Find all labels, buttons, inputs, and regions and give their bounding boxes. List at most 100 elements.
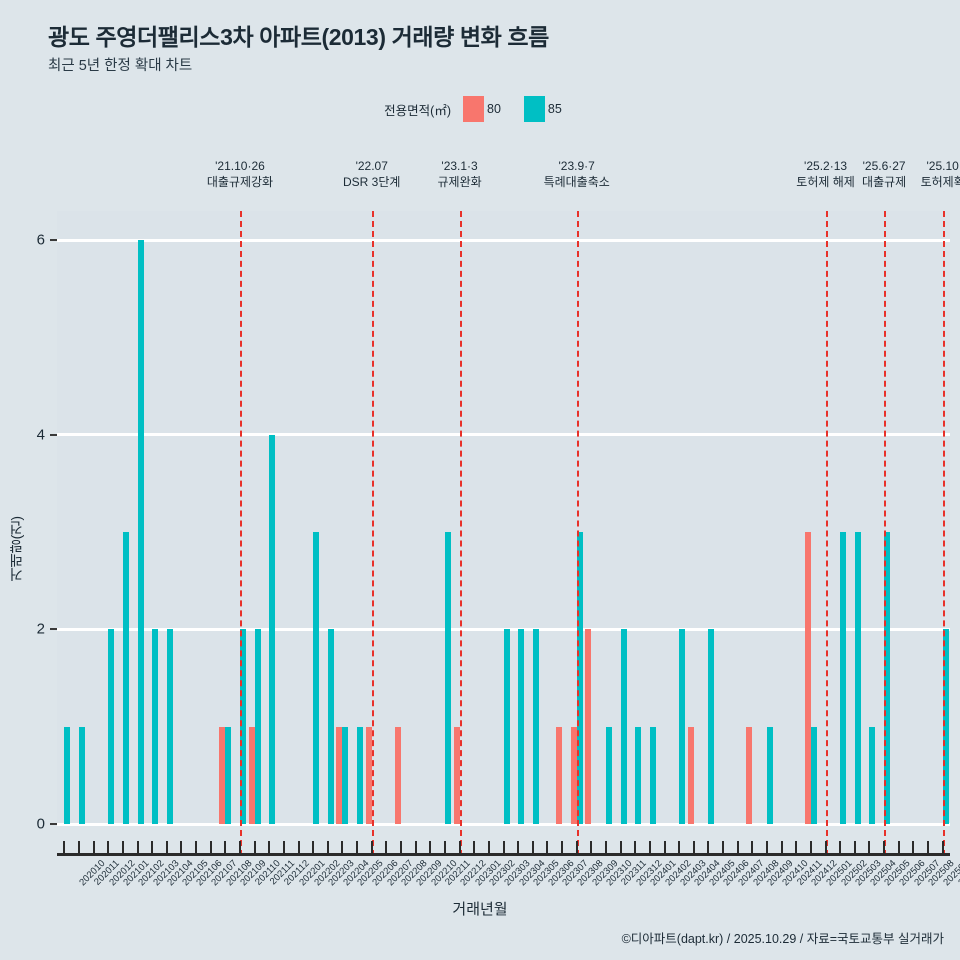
bar[interactable] bbox=[108, 629, 115, 824]
chart-title: 광도 주영더팰리스3차 아파트(2013) 거래량 변화 흐름 bbox=[48, 24, 549, 50]
bar[interactable] bbox=[854, 532, 861, 824]
x-tick-mark bbox=[883, 841, 886, 854]
legend-item-85[interactable]: 85 bbox=[523, 96, 576, 122]
bar[interactable] bbox=[269, 434, 276, 824]
bar[interactable] bbox=[708, 629, 715, 824]
y-tick-mark bbox=[50, 239, 57, 242]
bar[interactable] bbox=[219, 726, 226, 824]
bar[interactable] bbox=[884, 532, 891, 824]
bar[interactable] bbox=[365, 726, 372, 824]
bar[interactable] bbox=[620, 629, 627, 824]
bar[interactable] bbox=[585, 629, 592, 824]
bar[interactable] bbox=[453, 726, 460, 824]
x-tick-mark bbox=[853, 841, 856, 854]
bar[interactable] bbox=[395, 726, 402, 824]
legend: 전용면적(㎡) 80 85 bbox=[0, 96, 960, 122]
bar[interactable] bbox=[804, 532, 811, 824]
x-tick-mark bbox=[224, 841, 227, 854]
bar[interactable] bbox=[556, 726, 563, 824]
x-tick-mark bbox=[692, 841, 695, 854]
bar[interactable] bbox=[336, 726, 343, 824]
bar[interactable] bbox=[248, 726, 255, 824]
x-tick-mark bbox=[238, 841, 241, 854]
legend-item-80[interactable]: 80 bbox=[463, 96, 515, 122]
annotation-date: '25.10 bbox=[926, 159, 959, 173]
annotation-text: 특례대출축소 bbox=[543, 175, 610, 189]
gridline bbox=[57, 822, 950, 826]
bar[interactable] bbox=[570, 726, 577, 824]
x-tick-mark bbox=[678, 841, 681, 854]
bar[interactable] bbox=[225, 726, 232, 824]
plot-area bbox=[57, 211, 950, 826]
x-tick-mark bbox=[575, 841, 578, 854]
annotation-line bbox=[371, 211, 374, 856]
bar[interactable] bbox=[313, 532, 320, 824]
bar[interactable] bbox=[78, 726, 85, 824]
bar[interactable] bbox=[869, 726, 876, 824]
x-tick-mark bbox=[414, 841, 417, 854]
bar[interactable] bbox=[239, 629, 246, 824]
bar[interactable] bbox=[679, 629, 686, 824]
x-axis-line bbox=[57, 853, 950, 856]
x-tick-mark bbox=[517, 841, 520, 854]
bar[interactable] bbox=[767, 726, 773, 824]
y-axis-title: 거래량(건) bbox=[8, 516, 24, 582]
bar[interactable] bbox=[503, 629, 510, 824]
bar[interactable] bbox=[532, 629, 539, 824]
x-tick-mark bbox=[209, 841, 212, 854]
annotation-date: '25.6·27 bbox=[862, 159, 906, 173]
x-tick-mark bbox=[92, 841, 95, 854]
bar[interactable] bbox=[342, 726, 349, 824]
legend-label-80: 80 bbox=[487, 102, 501, 116]
x-tick-mark bbox=[77, 841, 80, 854]
x-tick-mark bbox=[165, 841, 168, 854]
annotation-line bbox=[576, 211, 579, 856]
footer-credit: ©디아파트(dapt.kr) / 2025.10.29 / 자료=국토교통부 실… bbox=[621, 932, 944, 946]
bar[interactable] bbox=[687, 726, 694, 824]
x-tick-mark bbox=[619, 841, 622, 854]
bar[interactable] bbox=[810, 726, 817, 824]
bar[interactable] bbox=[840, 532, 847, 824]
y-tick-label: 0 bbox=[36, 815, 45, 833]
bar[interactable] bbox=[746, 726, 753, 824]
bar[interactable] bbox=[942, 629, 949, 824]
x-tick-mark bbox=[736, 841, 739, 854]
legend-swatch-80 bbox=[463, 96, 484, 122]
annotation-line bbox=[239, 211, 242, 856]
bar[interactable] bbox=[64, 726, 71, 824]
bar[interactable] bbox=[122, 532, 129, 824]
legend-swatch-85 bbox=[523, 96, 545, 122]
bar[interactable] bbox=[444, 532, 451, 824]
bar[interactable] bbox=[518, 629, 525, 824]
x-tick-mark bbox=[648, 841, 651, 854]
bar[interactable] bbox=[605, 726, 612, 824]
bar[interactable] bbox=[254, 629, 261, 824]
annotation-date: '22.07 bbox=[355, 159, 388, 173]
bar[interactable] bbox=[357, 726, 364, 824]
x-tick-mark bbox=[897, 841, 900, 854]
y-tick-mark bbox=[50, 628, 57, 631]
x-tick-mark bbox=[590, 841, 593, 854]
x-tick-mark bbox=[634, 841, 637, 854]
annotation-label: '25.2·13 토허제 해제 bbox=[796, 158, 855, 190]
legend-label-85: 85 bbox=[547, 102, 562, 116]
bar[interactable] bbox=[152, 629, 159, 824]
bar[interactable] bbox=[649, 726, 656, 824]
x-tick-mark bbox=[473, 841, 476, 854]
annotation-label: '23.1·3 규제완화 bbox=[437, 158, 481, 190]
x-tick-mark bbox=[121, 841, 124, 854]
bar[interactable] bbox=[635, 726, 642, 824]
annotation-label: '25.10 토허제확 bbox=[921, 158, 960, 190]
x-tick-mark bbox=[722, 841, 725, 854]
x-tick-mark bbox=[326, 841, 329, 854]
x-tick-mark bbox=[458, 841, 461, 854]
x-tick-mark bbox=[766, 841, 768, 854]
y-axis: 0 2 4 6 bbox=[0, 211, 57, 833]
bar[interactable] bbox=[166, 629, 173, 824]
bar[interactable] bbox=[576, 532, 583, 824]
x-tick-mark bbox=[297, 841, 300, 854]
annotation-label: '22.07 DSR 3단계 bbox=[343, 158, 400, 190]
bar[interactable] bbox=[327, 629, 334, 824]
annotation-text: 대출규제 bbox=[862, 175, 907, 189]
bar[interactable] bbox=[137, 240, 144, 824]
